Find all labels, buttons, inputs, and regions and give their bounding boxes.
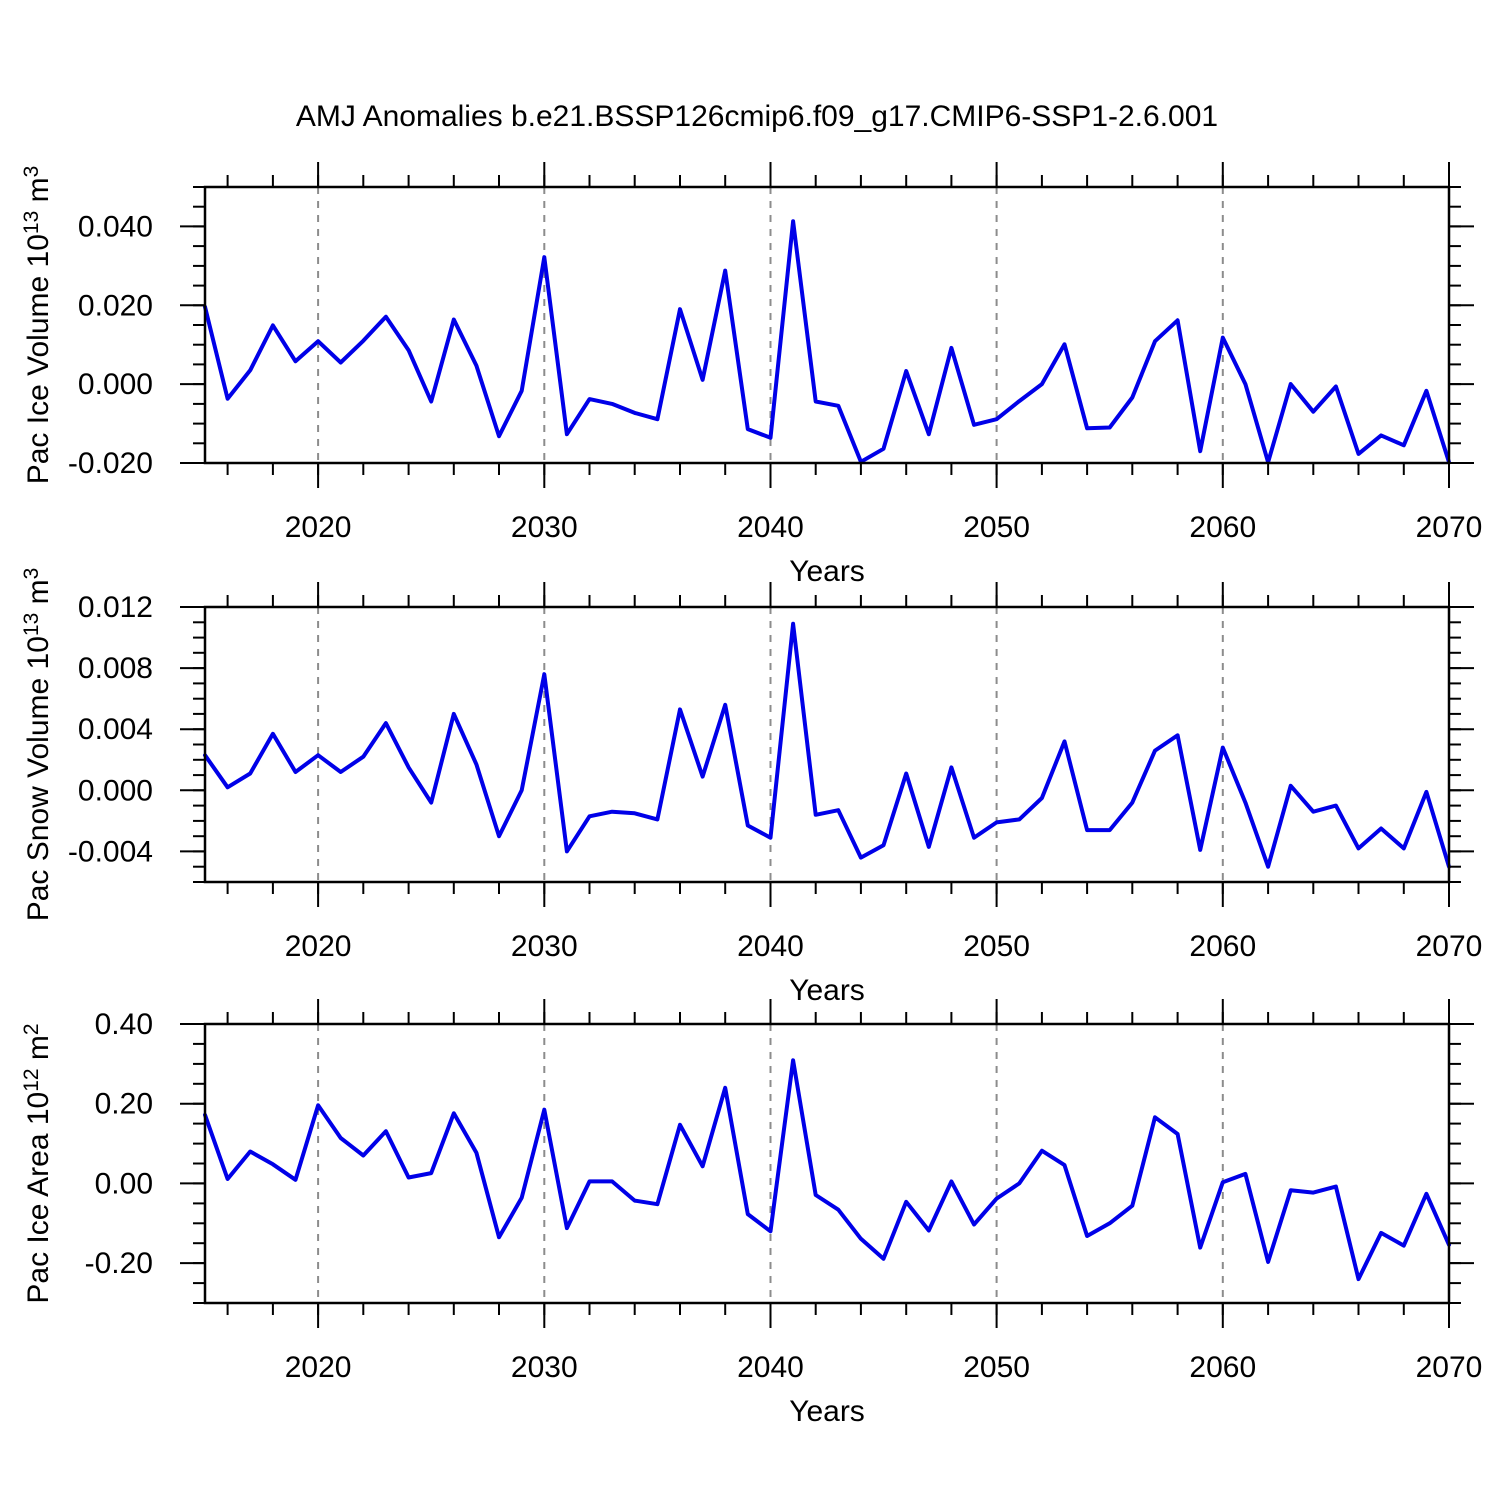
- panel-pac-ice-volume: 2020 2030 2040 2050 2060 2070 -0.020 0.000 0.020…: [20, 162, 1482, 588]
- x-tick-label: 2050: [963, 930, 1030, 963]
- x-tick-label: 2040: [737, 511, 804, 544]
- y-tick-label: 0.00: [95, 1167, 153, 1200]
- x-tick-label: 2030: [511, 511, 578, 544]
- x-tick-label: 2060: [1189, 1351, 1256, 1384]
- y-tick-label: 0.020: [78, 289, 153, 322]
- y-tick-label: -0.004: [68, 835, 153, 868]
- y-tick-label: 0.008: [78, 652, 153, 685]
- plot-box: [203, 605, 1451, 884]
- x-tick-label: 2050: [963, 511, 1030, 544]
- panel-pac-ice-area: 2020 2030 2040 2050 2060 2070 -0.20 0.00 0.20 0.4…: [20, 999, 1482, 1428]
- y-tick-label: 0.000: [78, 774, 153, 807]
- x-axis-title: Years: [789, 1395, 865, 1428]
- y-axis-title: Pac Ice Area 1012 m2: [20, 1023, 55, 1303]
- figure-title: AMJ Anomalies b.e21.BSSP126cmip6.f09_g17…: [295, 100, 1219, 133]
- axis-ticks: [180, 162, 1474, 488]
- x-tick-label: 2030: [511, 930, 578, 963]
- y-tick-label: 0.000: [78, 368, 153, 401]
- x-tick-label: 2070: [1416, 511, 1483, 544]
- y-tick-label: 0.040: [78, 210, 153, 243]
- x-axis-title: Years: [789, 974, 865, 1007]
- x-tick-label: 2020: [285, 1351, 352, 1384]
- x-tick-label: 2040: [737, 930, 804, 963]
- y-axis-title: Pac Ice Volume 1013 m3: [20, 166, 55, 485]
- y-axis-title: Pac Snow Volume 1013 m3: [20, 568, 55, 922]
- x-tick-label: 2050: [963, 1351, 1030, 1384]
- y-tick-label: -0.20: [85, 1247, 153, 1280]
- x-tick-label: 2070: [1416, 930, 1483, 963]
- x-tick-label: 2020: [285, 511, 352, 544]
- y-tick-label: 0.012: [78, 591, 153, 624]
- y-tick-label: 0.004: [78, 713, 153, 746]
- y-tick-label: 0.40: [95, 1008, 153, 1041]
- x-tick-label: 2070: [1416, 1351, 1483, 1384]
- x-tick-label: 2060: [1189, 930, 1256, 963]
- x-axis-title: Years: [789, 555, 865, 588]
- x-tick-label: 2040: [737, 1351, 804, 1384]
- plot-box: [203, 1022, 1451, 1305]
- x-tick-label: 2060: [1189, 511, 1256, 544]
- series-line-pac-ice-area: [203, 1058, 1451, 1282]
- axis-ticks: [180, 582, 1474, 907]
- series-line-pac-ice-volume: [203, 219, 1451, 465]
- x-tick-label: 2030: [511, 1351, 578, 1384]
- y-tick-label: -0.020: [68, 447, 153, 480]
- y-tick-label: 0.20: [95, 1088, 153, 1121]
- series-line-pac-snow-volume: [203, 621, 1451, 869]
- axis-ticks: [180, 999, 1474, 1328]
- panel-pac-snow-volume: 2020 2030 2040 2050 2060 2070 -0.004 0.000 0.004…: [20, 568, 1482, 1007]
- x-tick-label: 2020: [285, 930, 352, 963]
